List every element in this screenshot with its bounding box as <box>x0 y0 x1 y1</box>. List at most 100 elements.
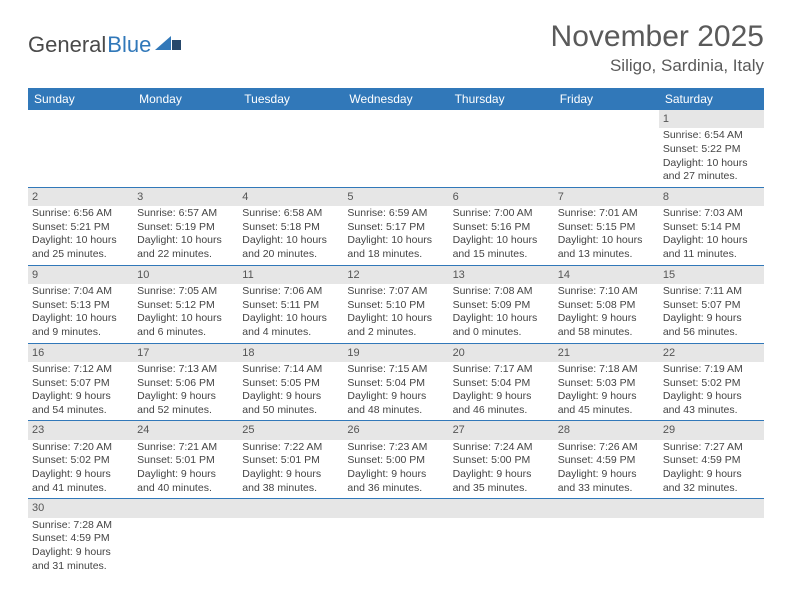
daylight-line: Daylight: 9 hours and 35 minutes. <box>453 468 532 494</box>
sunset-line: Sunset: 5:00 PM <box>453 454 531 466</box>
sunrise-line: Sunrise: 7:13 AM <box>137 363 217 375</box>
sunset-line: Sunset: 5:10 PM <box>347 299 425 311</box>
sunrise-line: Sunrise: 6:59 AM <box>347 207 427 219</box>
sunset-line: Sunset: 5:19 PM <box>137 221 215 233</box>
sunset-line: Sunset: 5:11 PM <box>242 299 319 311</box>
calendar-cell: 5Sunrise: 6:59 AMSunset: 5:17 PMDaylight… <box>343 187 448 265</box>
calendar-row: 16Sunrise: 7:12 AM Sunset: 5:07 PM Dayligh… <box>28 343 764 421</box>
calendar-cell <box>343 499 448 576</box>
sunset-line: Sunset: 4:59 PM <box>663 454 741 466</box>
sunset-line: Sunset: 5:07 PM <box>32 377 110 389</box>
calendar-cell: 27 Sunrise: 7:24 AMSunset: 5:00 PM Dayligh… <box>449 421 554 499</box>
day-number: 8 <box>659 188 764 206</box>
calendar-cell <box>449 110 554 187</box>
calendar-cell <box>238 110 343 187</box>
day-number: 29 <box>659 421 764 439</box>
day-details: Sunrise: 6:59 AMSunset: 5:17 PMDaylight:… <box>343 206 448 265</box>
calendar-cell: 3Sunrise: 6:57 AMSunset: 5:19 PMDaylight… <box>133 187 238 265</box>
sunrise-line: Sunrise: 7:08 AM <box>453 285 533 297</box>
sunset-line: Sunset: 5:16 PM <box>453 221 531 233</box>
calendar-cell: 30Sunrise: 7:28 AMSunset: 4:59 PMDayligh… <box>28 499 133 576</box>
day-number: 22 <box>659 344 764 362</box>
day-details: Sunrise: 7:23 AMSunset: 5:00 PMDaylight:… <box>343 440 448 499</box>
weekday-header: Friday <box>554 88 659 110</box>
calendar-cell: 24Sunrise: 7:21 AMSunset: 5:01 PMDayligh… <box>133 421 238 499</box>
sunset-line: Sunset: 5:12 PM <box>137 299 215 311</box>
daylight-line: Daylight: 10 hours and 18 minutes. <box>347 234 432 260</box>
daylight-line: Daylight: 10 hours and 22 minutes. <box>137 234 222 260</box>
sunrise-line: Sunrise: 7:24 AM <box>453 441 533 453</box>
calendar-cell: 9Sunrise: 7:04 AMSunset: 5:13 PMDaylight… <box>28 265 133 343</box>
day-details: Sunrise: 7:12 AMSunset: 5:07 PMDaylight:… <box>28 362 133 421</box>
day-number: 10 <box>133 266 238 284</box>
day-details: Sunrise: 6:54 AMSunset: 5:22 PMDaylight:… <box>659 128 764 187</box>
day-number: 2 <box>28 188 133 206</box>
calendar-row: 1Sunrise: 6:54 AMSunset: 5:22 PMDaylight… <box>28 110 764 187</box>
day-details: Sunrise: 7:24 AMSunset: 5:00 PM Daylight:… <box>449 440 554 499</box>
sunrise-line: Sunrise: 7:12 AM <box>32 363 112 375</box>
sunrise-line: Sunrise: 7:01 AM <box>558 207 638 219</box>
calendar-cell: 26Sunrise: 7:23 AMSunset: 5:00 PMDayligh… <box>343 421 448 499</box>
weekday-header: Sunday <box>28 88 133 110</box>
daylight-line: Daylight: 10 hours and 6 minutes. <box>137 312 222 338</box>
calendar-cell: 10Sunrise: 7:05 AM Sunset: 5:12 PMDayligh… <box>133 265 238 343</box>
day-number: 23 <box>28 421 133 439</box>
calendar-cell <box>238 499 343 576</box>
calendar-cell: 13Sunrise: 7:08 AMSunset: 5:09 PMDayligh… <box>449 265 554 343</box>
daylight-line: Daylight: 9 hours and 56 minutes. <box>663 312 742 338</box>
day-number: 11 <box>238 266 343 284</box>
sunrise-line: Sunrise: 7:11 AM <box>663 285 742 297</box>
daylight-line: Daylight: 9 hours and 41 minutes. <box>32 468 111 494</box>
weekday-header: Thursday <box>449 88 554 110</box>
sunrise-line: Sunrise: 6:58 AM <box>242 207 322 219</box>
daylight-line: Daylight: 10 hours and 11 minutes. <box>663 234 748 260</box>
day-details: Sunrise: 7:00 AMSunset: 5:16 PMDaylight:… <box>449 206 554 265</box>
daylight-line: Daylight: 9 hours and 48 minutes. <box>347 390 426 416</box>
sunset-line: Sunset: 5:02 PM <box>663 377 741 389</box>
day-number: 16 <box>28 344 133 362</box>
sunset-line: Sunset: 5:18 PM <box>242 221 320 233</box>
sunrise-line: Sunrise: 7:28 AM <box>32 519 112 531</box>
calendar-cell: 12Sunrise: 7:07 AMSunset: 5:10 PMDayligh… <box>343 265 448 343</box>
calendar-row: 23Sunrise: 7:20 AMSunset: 5:02 PMDayligh… <box>28 421 764 499</box>
day-number: 13 <box>449 266 554 284</box>
sunrise-line: Sunrise: 6:54 AM <box>663 129 743 141</box>
daylight-line: Daylight: 10 hours and 0 minutes. <box>453 312 538 338</box>
sunrise-line: Sunrise: 7:27 AM <box>663 441 743 453</box>
calendar-cell: 4Sunrise: 6:58 AMSunset: 5:18 PMDaylight… <box>238 187 343 265</box>
day-number: 27 <box>449 421 554 439</box>
calendar-cell <box>343 110 448 187</box>
day-number: 14 <box>554 266 659 284</box>
sunrise-line: Sunrise: 7:05 AM <box>137 285 217 297</box>
weekday-header: Saturday <box>659 88 764 110</box>
day-number: 21 <box>554 344 659 362</box>
calendar-cell: 28Sunrise: 7:26 AMSunset: 4:59 PMDayligh… <box>554 421 659 499</box>
daylight-line: Daylight: 10 hours and 2 minutes. <box>347 312 432 338</box>
calendar-cell: 25Sunrise: 7:22 AMSunset: 5:01 PMDayligh… <box>238 421 343 499</box>
daylight-line: Daylight: 10 hours and 9 minutes. <box>32 312 117 338</box>
day-details: Sunrise: 6:56 AMSunset: 5:21 PMDaylight:… <box>28 206 133 265</box>
sunrise-line: Sunrise: 7:26 AM <box>558 441 638 453</box>
sunset-line: Sunset: 4:59 PM <box>32 532 110 544</box>
day-details: Sunrise: 7:05 AM Sunset: 5:12 PMDaylight:… <box>133 284 238 343</box>
day-details: Sunrise: 7:13 AMSunset: 5:06 PMDaylight:… <box>133 362 238 421</box>
flag-icon <box>155 32 181 58</box>
calendar-cell <box>659 499 764 576</box>
daylight-line: Daylight: 9 hours and 50 minutes. <box>242 390 321 416</box>
day-number: 15 <box>659 266 764 284</box>
calendar-cell: 6Sunrise: 7:00 AMSunset: 5:16 PMDaylight… <box>449 187 554 265</box>
daylight-line: Daylight: 9 hours and 43 minutes. <box>663 390 742 416</box>
daylight-line: Daylight: 10 hours and 20 minutes. <box>242 234 327 260</box>
daylight-line: Daylight: 9 hours and 40 minutes. <box>137 468 216 494</box>
sunrise-line: Sunrise: 6:56 AM <box>32 207 112 219</box>
calendar-cell: 23Sunrise: 7:20 AMSunset: 5:02 PMDayligh… <box>28 421 133 499</box>
day-number: 12 <box>343 266 448 284</box>
day-details: Sunrise: 7:19 AMSunset: 5:02 PMDaylight:… <box>659 362 764 421</box>
sunrise-line: Sunrise: 7:21 AM <box>137 441 217 453</box>
calendar-cell: 7Sunrise: 7:01 AMSunset: 5:15 PMDaylight… <box>554 187 659 265</box>
day-number: 7 <box>554 188 659 206</box>
daylight-line: Daylight: 10 hours and 13 minutes. <box>558 234 643 260</box>
calendar-cell: 21Sunrise: 7:18 AMSunset: 5:03 PMDayligh… <box>554 343 659 421</box>
calendar-cell <box>554 110 659 187</box>
day-number: 3 <box>133 188 238 206</box>
